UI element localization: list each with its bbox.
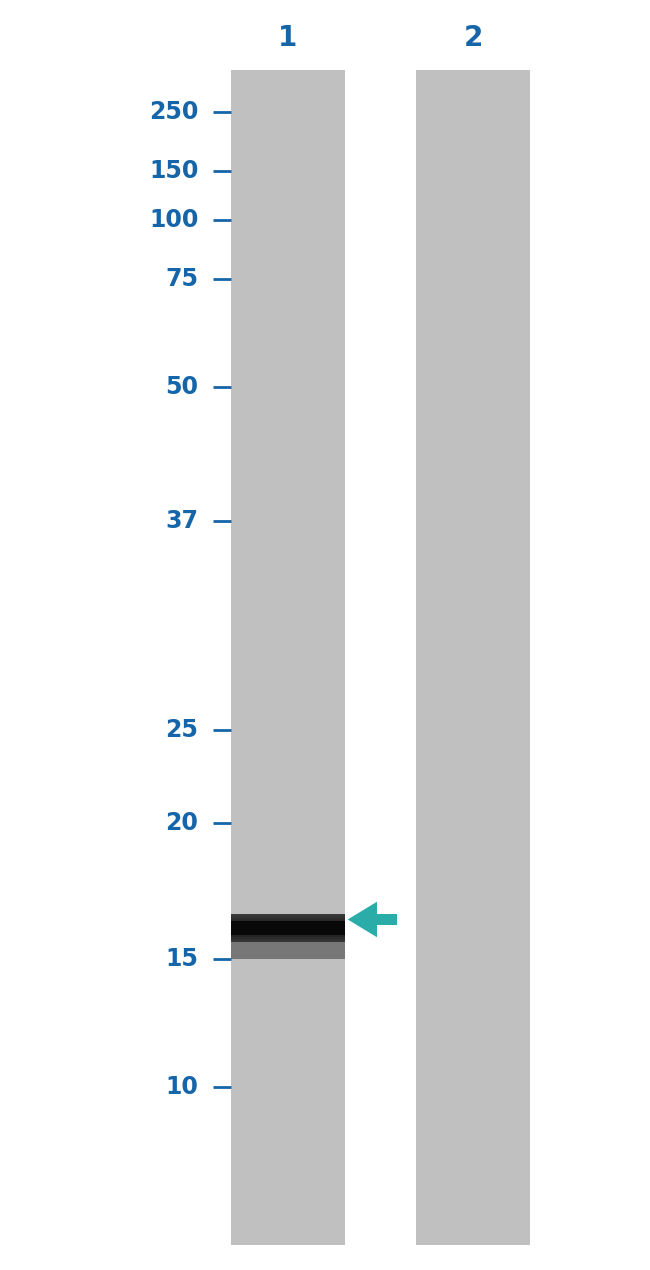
Bar	[231, 70, 344, 1245]
Text: 75: 75	[165, 268, 198, 291]
Text: 100: 100	[149, 208, 198, 231]
Text: 250: 250	[149, 100, 198, 123]
Text: 20: 20	[165, 812, 198, 834]
Text: 150: 150	[149, 160, 198, 183]
Bar	[416, 70, 530, 1245]
Bar	[231, 942, 344, 959]
Text: 2: 2	[463, 24, 483, 52]
Bar	[231, 921, 344, 935]
Text: 25: 25	[165, 719, 198, 742]
Text: 50: 50	[165, 376, 198, 399]
Text: 37: 37	[165, 509, 198, 532]
Text: 15: 15	[165, 947, 198, 970]
Text: 1: 1	[278, 24, 298, 52]
Polygon shape	[348, 902, 377, 937]
Text: 10: 10	[165, 1076, 198, 1099]
Bar	[377, 914, 396, 925]
